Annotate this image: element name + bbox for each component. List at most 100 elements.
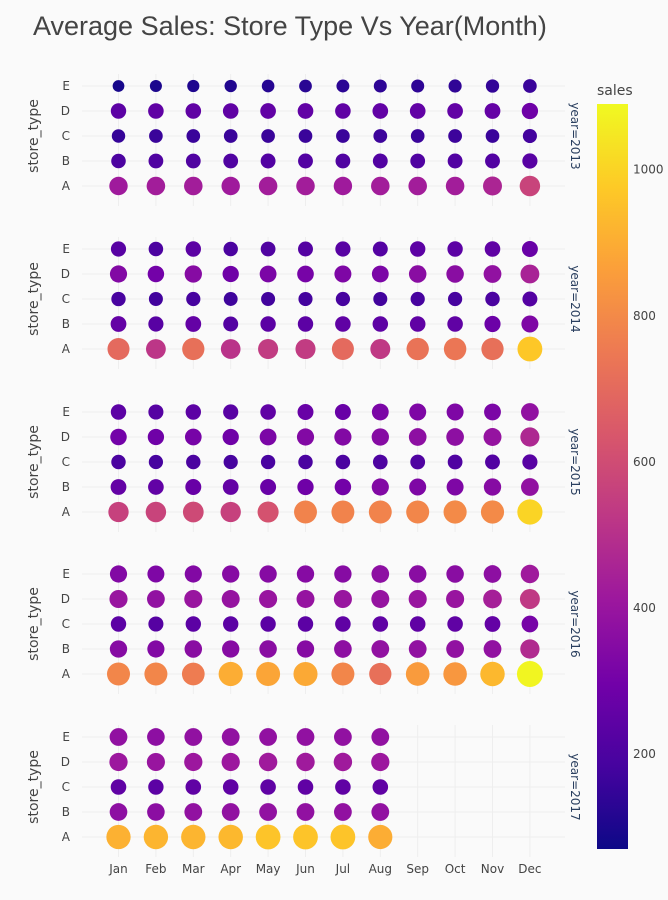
- marker: [336, 129, 350, 143]
- marker: [261, 291, 276, 307]
- y-tick-label: C: [62, 292, 70, 306]
- marker: [372, 103, 389, 119]
- colorbar-tick-label: 1000: [633, 163, 664, 177]
- marker: [260, 153, 276, 169]
- marker: [260, 103, 276, 119]
- marker: [184, 803, 203, 821]
- marker: [483, 428, 502, 446]
- marker: [406, 500, 430, 524]
- marker: [485, 79, 500, 93]
- y-tick-label: D: [61, 267, 70, 281]
- marker: [335, 454, 351, 470]
- marker: [372, 779, 389, 795]
- marker: [443, 337, 467, 361]
- marker: [519, 589, 540, 609]
- marker: [517, 499, 543, 525]
- marker: [222, 479, 239, 495]
- marker: [259, 728, 277, 746]
- marker: [106, 824, 131, 850]
- marker: [446, 565, 464, 583]
- marker: [222, 103, 239, 119]
- marker: [484, 403, 501, 421]
- marker: [371, 403, 389, 421]
- x-tick-label: Jul: [335, 862, 350, 876]
- marker: [371, 728, 390, 746]
- marker: [410, 454, 426, 470]
- marker: [520, 639, 540, 659]
- marker: [446, 428, 464, 446]
- marker: [408, 589, 427, 609]
- marker: [147, 265, 165, 283]
- marker: [182, 501, 204, 523]
- marker: [371, 265, 389, 283]
- marker: [483, 478, 502, 496]
- marker: [447, 153, 463, 169]
- marker: [258, 338, 279, 360]
- marker: [409, 103, 426, 119]
- y-tick-label: B: [62, 805, 70, 819]
- marker: [186, 129, 201, 143]
- x-tick-label: Feb: [145, 862, 166, 876]
- marker: [185, 316, 202, 332]
- marker: [333, 589, 352, 609]
- marker: [405, 662, 430, 686]
- marker: [521, 241, 538, 257]
- marker: [109, 728, 128, 746]
- marker: [148, 316, 164, 332]
- marker: [261, 129, 275, 143]
- marker: [148, 479, 164, 495]
- marker: [255, 824, 281, 850]
- marker: [373, 129, 388, 143]
- marker: [331, 662, 355, 686]
- y-axis-title: store_type: [26, 750, 42, 824]
- marker: [484, 241, 501, 257]
- marker: [187, 79, 200, 93]
- y-tick-label: C: [62, 455, 70, 469]
- marker: [334, 728, 352, 746]
- y-tick-label: E: [62, 730, 70, 744]
- marker: [368, 500, 392, 524]
- marker: [372, 316, 389, 332]
- marker: [109, 176, 128, 196]
- marker: [369, 662, 392, 686]
- marker: [409, 316, 426, 332]
- marker: [334, 428, 352, 446]
- marker: [410, 129, 425, 143]
- marker: [447, 291, 463, 307]
- marker: [448, 79, 462, 93]
- marker: [260, 241, 276, 257]
- x-axis: Jan Feb Mar Apr May Jun Jul Aug Sep Oct Nov Dec: [108, 862, 541, 876]
- y-tick-label: B: [62, 154, 70, 168]
- marker: [148, 291, 163, 307]
- marker: [111, 454, 126, 470]
- marker: [336, 79, 350, 93]
- y-tick-label: A: [62, 342, 71, 356]
- marker: [334, 478, 352, 496]
- y-tick-label: B: [62, 642, 70, 656]
- marker: [371, 428, 389, 446]
- y-tick-label: E: [62, 79, 70, 93]
- marker: [185, 616, 201, 632]
- marker: [371, 478, 389, 496]
- marker: [408, 265, 427, 283]
- marker: [182, 337, 205, 361]
- marker: [480, 500, 505, 524]
- marker: [373, 291, 388, 307]
- x-tick-label: Nov: [481, 862, 504, 876]
- marker: [110, 616, 127, 632]
- marker: [446, 265, 464, 283]
- marker: [408, 640, 427, 658]
- marker: [410, 241, 426, 257]
- marker: [480, 661, 505, 687]
- marker: [299, 79, 312, 93]
- facet-label: year=2017: [568, 753, 582, 820]
- marker: [111, 153, 126, 169]
- marker: [149, 129, 163, 143]
- marker: [520, 564, 540, 584]
- marker: [110, 479, 127, 495]
- marker: [221, 728, 240, 746]
- marker: [484, 103, 501, 119]
